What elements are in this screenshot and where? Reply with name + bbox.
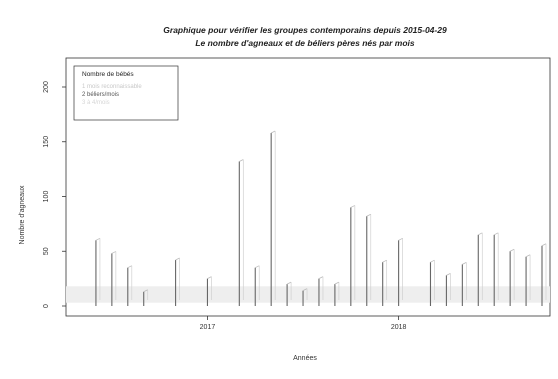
bar-cap-11 [318,276,324,279]
y-tick-label-2: 100 [43,191,50,203]
y-tick-label-0: 0 [43,304,50,308]
bar-cap-5 [207,276,212,279]
bar-cap-7 [255,265,260,269]
bar-cap-19 [462,262,467,265]
y-axis: 0 50 100 150 200 [43,81,66,308]
bar-cap-13 [350,205,356,208]
bar-cap-12 [334,281,340,285]
bar-cap-9 [286,281,292,285]
bar-cap-10 [302,288,308,292]
legend-entry-2: 3 à 4/mois [82,100,110,106]
bar-cap-8 [270,130,276,134]
plot-frame [65,57,551,317]
bar-cap-16 [398,237,403,241]
chart-subtitle: Le nombre d'agneaux et de béliers pères … [195,38,415,48]
y-tick-label-1: 50 [43,247,50,255]
x-axis: 2017 2018 [200,316,407,331]
bar-cap-14 [366,213,371,217]
bar-cap-21 [494,232,499,236]
legend-box [73,65,179,121]
legend: Nombre de bébés 1 mois reconnaissable 2 b… [73,65,179,121]
x-tick-label-1: 2018 [391,324,407,331]
bar-cap-20 [478,232,483,236]
legend-entries: 1 mois reconnaissable 2 béliers/mois 3 à 4… [82,84,142,106]
y-tick-label-3: 150 [43,136,50,148]
bar-cap-6 [239,159,244,162]
legend-entry-1: 2 béliers/mois [82,92,119,98]
bar-cap-0 [95,237,101,241]
bar-cap-4 [175,257,180,261]
legend-title: Nombre de bébés [82,71,134,78]
y-axis-label: Nombre d'agneaux [19,185,26,244]
bar-cap-17 [430,259,435,263]
bar-cap-18 [446,272,451,276]
x-axis-label: Années [293,355,317,362]
chart-title: Graphique pour vérifier les groupes cont… [163,25,447,35]
legend-entry-0: 1 mois reconnaissable [82,84,142,90]
y-tick-label-4: 200 [43,81,50,93]
bar-cap-2 [127,265,132,269]
bar-cap-24 [541,243,547,247]
bar-cap-15 [382,259,387,263]
bar-cap-22 [509,248,515,252]
bar-cap-23 [525,254,531,258]
x-tick-label-0: 2017 [200,324,216,331]
bar-cap-1 [111,251,117,254]
reference-band [66,286,550,303]
bars-layer [95,130,547,306]
bar-cap-3 [143,289,148,293]
